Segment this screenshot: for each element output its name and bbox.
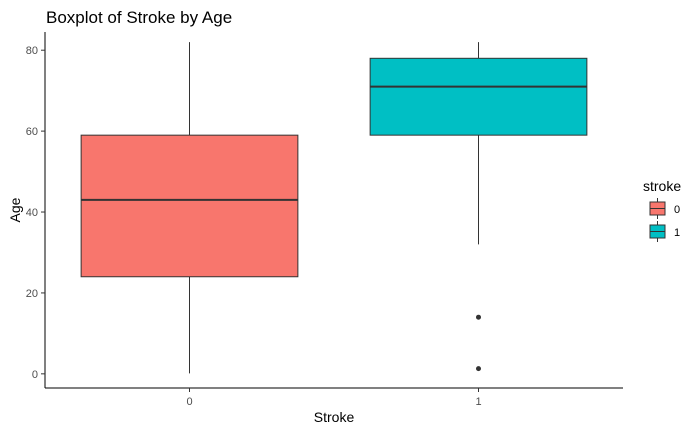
box-group-1 (369, 42, 588, 372)
y-tick-label: 0 (32, 369, 38, 381)
box-group-0 (80, 42, 299, 374)
outlier-point (476, 366, 481, 372)
legend-title: stroke (643, 178, 681, 194)
box-iqr (80, 134, 299, 278)
x-tick-label: 0 (186, 396, 192, 408)
y-tick-label: 80 (26, 45, 38, 57)
chart-title: Boxplot of Stroke by Age (46, 8, 232, 27)
outlier-point (476, 314, 481, 320)
legend: stroke 0 1 (643, 178, 681, 242)
y-axis-title: Age (7, 197, 23, 222)
legend-label-0: 0 (674, 204, 680, 216)
y-tick-label: 60 (26, 126, 38, 138)
x-axis-title: Stroke (314, 409, 355, 425)
legend-label-1: 1 (674, 227, 680, 239)
axes: 0 20 40 60 80 0 1 (26, 45, 482, 408)
y-tick-label: 20 (26, 288, 38, 300)
y-tick-label: 40 (26, 207, 38, 219)
box-iqr (369, 57, 588, 136)
x-tick-label: 1 (475, 396, 481, 408)
plot-area (80, 42, 588, 374)
